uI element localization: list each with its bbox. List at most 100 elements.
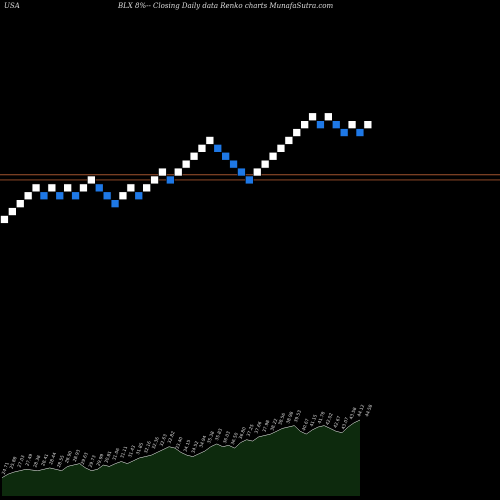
renko-brick-11 bbox=[87, 175, 96, 185]
volume-label-12: 29.99 bbox=[96, 453, 106, 467]
volume-label-19: 32.36 bbox=[151, 436, 161, 450]
volume-label-37: 39.53 bbox=[293, 409, 303, 423]
volume-label-38: 40.67 bbox=[301, 418, 311, 432]
renko-brick-30 bbox=[237, 167, 246, 177]
renko-brick-29 bbox=[229, 159, 238, 169]
volume-label-25: 34.94 bbox=[198, 435, 208, 449]
volume-label-26: 35.38 bbox=[206, 430, 216, 444]
volume-label-2: 27.03 bbox=[17, 454, 27, 468]
renko-brick-31 bbox=[245, 175, 254, 185]
renko-brick-44 bbox=[347, 120, 357, 129]
renko-brick-17 bbox=[134, 191, 144, 201]
volume-label-43: 43.07 bbox=[340, 416, 350, 430]
volume-label-42: 42.67 bbox=[333, 415, 343, 429]
volume-label-5: 28.41 bbox=[40, 453, 50, 467]
renko-brick-6 bbox=[47, 183, 57, 193]
volume-label-7: 28.55 bbox=[56, 454, 66, 468]
renko-brick-36 bbox=[284, 136, 294, 145]
renko-brick-12 bbox=[95, 183, 104, 193]
renko-brick-34 bbox=[268, 152, 278, 161]
renko-brick-15 bbox=[118, 191, 128, 201]
volume-label-27: 35.83 bbox=[214, 428, 224, 442]
volume-label-24: 34.52 bbox=[190, 440, 200, 454]
volume-label-9: 28.93 bbox=[72, 449, 82, 463]
renko-brick-25 bbox=[197, 144, 207, 153]
chart-caption: BLX 8%-- Closing Daily data Renko charts… bbox=[118, 2, 334, 10]
volume-label-20: 32.63 bbox=[159, 433, 169, 447]
volume-label-15: 31.11 bbox=[119, 445, 129, 459]
volume-label-30: 36.80 bbox=[238, 426, 248, 440]
renko-brick-10 bbox=[79, 183, 88, 193]
volume-line bbox=[1, 419, 361, 478]
renko-brick-33 bbox=[260, 159, 270, 169]
volume-label-10: 29.63 bbox=[80, 452, 90, 466]
renko-brick-46 bbox=[363, 120, 373, 129]
renko-brick-16 bbox=[126, 183, 136, 193]
renko-brick-38 bbox=[300, 120, 309, 129]
renko-brick-43 bbox=[339, 128, 349, 137]
volume-label-34: 38.22 bbox=[269, 418, 279, 432]
volume-label-33: 37.98 bbox=[261, 419, 271, 433]
volume-label-32: 37.66 bbox=[254, 421, 264, 435]
volume-label-39: 41.15 bbox=[309, 414, 319, 428]
volume-label-6: 28.44 bbox=[48, 452, 58, 466]
volume-label-45: 44.12 bbox=[356, 404, 366, 418]
volume-label-8: 28.90 bbox=[64, 450, 74, 464]
volume-label-22: 33.40 bbox=[175, 436, 185, 450]
renko-brick-19 bbox=[150, 175, 159, 185]
renko-brick-40 bbox=[316, 120, 325, 129]
renko-brick-45 bbox=[355, 128, 365, 137]
renko-brick-5 bbox=[39, 191, 49, 201]
volume-label-41: 42.02 bbox=[325, 412, 335, 426]
renko-brick-1 bbox=[8, 207, 17, 216]
renko-brick-14 bbox=[110, 199, 120, 208]
renko-brick-0 bbox=[0, 215, 9, 224]
renko-brick-13 bbox=[102, 191, 112, 201]
volume-label-21: 32.82 bbox=[167, 430, 177, 444]
volume-label-3: 27.49 bbox=[24, 453, 34, 467]
renko-brick-28 bbox=[221, 152, 230, 161]
renko-brick-3 bbox=[23, 191, 33, 201]
renko-brick-7 bbox=[55, 191, 64, 201]
renko-brick-2 bbox=[15, 199, 25, 208]
renko-brick-21 bbox=[166, 175, 175, 185]
volume-label-40: 41.78 bbox=[317, 411, 327, 425]
volume-label-46: 44.58 bbox=[364, 404, 374, 418]
volume-label-29: 36.50 bbox=[230, 432, 240, 446]
volume-label-13: 30.81 bbox=[103, 450, 113, 464]
country-label: USA bbox=[4, 2, 20, 10]
renko-brick-9 bbox=[71, 191, 80, 201]
volume-label-17: 31.85 bbox=[135, 442, 145, 456]
renko-brick-4 bbox=[31, 183, 41, 193]
renko-brick-27 bbox=[213, 144, 223, 153]
renko-brick-22 bbox=[174, 167, 183, 177]
renko-brick-35 bbox=[276, 144, 286, 153]
renko-brick-32 bbox=[253, 167, 262, 177]
renko-brick-41 bbox=[324, 112, 333, 122]
renko-brick-23 bbox=[181, 159, 191, 169]
volume-label-23: 34.15 bbox=[182, 439, 192, 453]
renko-brick-8 bbox=[63, 183, 72, 193]
renko-brick-37 bbox=[292, 128, 301, 137]
renko-brick-20 bbox=[158, 167, 167, 177]
volume-label-35: 38.56 bbox=[277, 412, 287, 426]
volume-label-28: 36.03 bbox=[222, 430, 232, 444]
renko-brick-39 bbox=[308, 112, 317, 122]
renko-brick-18 bbox=[142, 183, 151, 193]
renko-brick-26 bbox=[205, 136, 215, 145]
volume-label-0: 24.71 bbox=[1, 461, 11, 475]
volume-label-36: 38.98 bbox=[285, 411, 295, 425]
renko-brick-42 bbox=[331, 120, 341, 129]
volume-area bbox=[2, 420, 360, 496]
volume-label-1: 25.88 bbox=[9, 456, 19, 470]
volume-label-11: 29.73 bbox=[88, 454, 98, 468]
volume-label-44: 43.58 bbox=[348, 406, 358, 420]
volume-label-31: 37.25 bbox=[246, 423, 256, 437]
volume-label-16: 31.43 bbox=[127, 444, 137, 458]
volume-label-4: 28.38 bbox=[32, 454, 42, 468]
volume-label-14: 31.06 bbox=[111, 447, 121, 461]
renko-brick-24 bbox=[189, 152, 199, 161]
volume-label-18: 32.16 bbox=[143, 440, 153, 454]
